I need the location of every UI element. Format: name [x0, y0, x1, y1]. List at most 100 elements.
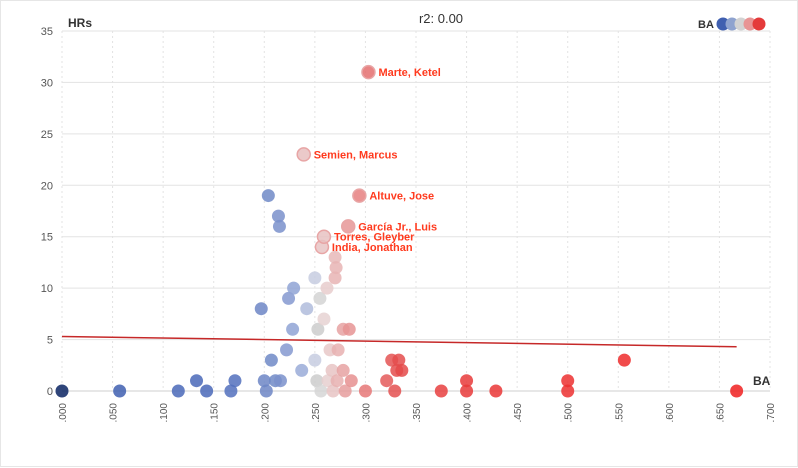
data-point[interactable] — [392, 353, 406, 367]
data-point[interactable] — [352, 188, 367, 203]
data-point[interactable] — [287, 281, 301, 295]
data-point[interactable] — [200, 384, 214, 398]
x-axis-ticks: .000 .050 .100 .150 .200 .250 .300 .350 .400 .450… — [58, 403, 777, 423]
data-point[interactable] — [325, 363, 339, 377]
data-point[interactable] — [460, 374, 474, 388]
point-label: Altuve, Jose — [369, 191, 434, 203]
x-tick-label: .300 — [361, 403, 372, 423]
data-point[interactable] — [460, 384, 474, 398]
y-tick-label: 0 — [47, 386, 53, 398]
data-point[interactable] — [310, 374, 324, 388]
y-tick-label: 30 — [41, 77, 53, 89]
data-point[interactable] — [261, 189, 275, 203]
data-point[interactable] — [308, 271, 322, 285]
point-label: Semien, Marcus — [314, 149, 398, 161]
x-tick-label: .250 — [311, 403, 322, 423]
data-point[interactable] — [395, 363, 409, 377]
x-tick-label: .000 — [58, 403, 69, 423]
data-point[interactable] — [273, 374, 287, 388]
data-point[interactable] — [317, 312, 331, 326]
data-point[interactable] — [308, 353, 322, 367]
data-point[interactable] — [561, 384, 575, 398]
data-point[interactable] — [282, 291, 296, 305]
chart-title: r2: 0.00 — [419, 11, 463, 26]
x-tick-label: .350 — [412, 403, 423, 423]
data-point[interactable] — [434, 384, 448, 398]
y-axis-title: HRs — [68, 16, 92, 30]
data-point[interactable] — [342, 322, 356, 336]
data-point[interactable] — [171, 384, 185, 398]
data-point[interactable] — [224, 384, 238, 398]
data-point[interactable] — [328, 250, 342, 264]
data-point[interactable] — [254, 302, 268, 316]
legend-swatch — [725, 17, 739, 31]
trendline — [61, 335, 737, 348]
data-point[interactable] — [344, 374, 358, 388]
data-point[interactable] — [264, 353, 278, 367]
x-tick-label: .400 — [463, 403, 474, 423]
x-tick-label: .550 — [614, 403, 625, 423]
data-point[interactable] — [272, 219, 286, 233]
point-label: Torres, Gleyber — [334, 232, 415, 244]
data-point[interactable] — [296, 147, 311, 162]
data-point[interactable] — [257, 374, 271, 388]
data-point[interactable] — [361, 64, 376, 80]
data-point[interactable] — [190, 374, 204, 388]
data-point[interactable] — [336, 363, 350, 377]
x-tick-label: .650 — [715, 403, 726, 423]
x-axis-title: BA — [753, 374, 771, 388]
point-label: García Jr., Luis — [358, 221, 437, 233]
x-tick-label: .200 — [260, 403, 271, 423]
y-tick-label: 25 — [41, 129, 53, 141]
x-tick-label: .150 — [210, 403, 221, 423]
y-axis-ticks: 0 5 10 15 20 25 30 35 — [41, 26, 53, 398]
data-point[interactable] — [280, 343, 294, 357]
y-tick-label: 15 — [41, 232, 53, 244]
y-tick-label: 10 — [41, 283, 53, 295]
data-point[interactable] — [259, 384, 273, 398]
data-point[interactable] — [314, 384, 328, 398]
y-tick-label: 5 — [47, 335, 53, 347]
data-point[interactable] — [311, 322, 325, 336]
legend-swatch — [734, 17, 748, 31]
trendline-group — [61, 335, 737, 348]
data-point[interactable] — [331, 343, 345, 357]
data-point[interactable] — [329, 261, 343, 275]
data-point[interactable] — [228, 374, 242, 388]
data-point[interactable] — [388, 384, 402, 398]
data-point[interactable] — [358, 384, 372, 398]
data-point[interactable] — [271, 209, 285, 223]
data-point[interactable] — [300, 302, 314, 316]
data-point[interactable] — [340, 219, 356, 234]
data-point[interactable] — [316, 229, 332, 244]
x-tick-label: .100 — [159, 403, 170, 423]
data-point[interactable] — [338, 384, 352, 398]
data-point[interactable] — [326, 384, 340, 398]
legend-swatch — [743, 17, 757, 31]
data-point[interactable] — [113, 384, 127, 398]
data-point[interactable] — [286, 322, 300, 336]
data-point[interactable] — [489, 384, 503, 398]
legend-label: BA — [698, 19, 714, 31]
point-label: Marte, Ketel — [378, 67, 440, 79]
data-point[interactable] — [321, 374, 335, 388]
y-tick-label: 20 — [41, 180, 53, 192]
data-point[interactable] — [320, 281, 334, 295]
x-tick-label: .050 — [109, 403, 120, 423]
x-tick-label: .500 — [564, 403, 575, 423]
data-point[interactable] — [730, 384, 744, 398]
data-point[interactable] — [295, 363, 309, 377]
grid — [61, 30, 771, 392]
data-point[interactable] — [617, 353, 631, 367]
data-point[interactable] — [330, 374, 344, 388]
data-point[interactable] — [313, 291, 327, 305]
data-point[interactable] — [561, 374, 575, 388]
y-tick-label: 35 — [41, 26, 53, 38]
data-point[interactable] — [328, 271, 342, 285]
data-point[interactable] — [380, 374, 394, 388]
data-point[interactable] — [55, 384, 69, 398]
x-tick-label: .600 — [665, 403, 676, 423]
points-group — [55, 64, 744, 398]
